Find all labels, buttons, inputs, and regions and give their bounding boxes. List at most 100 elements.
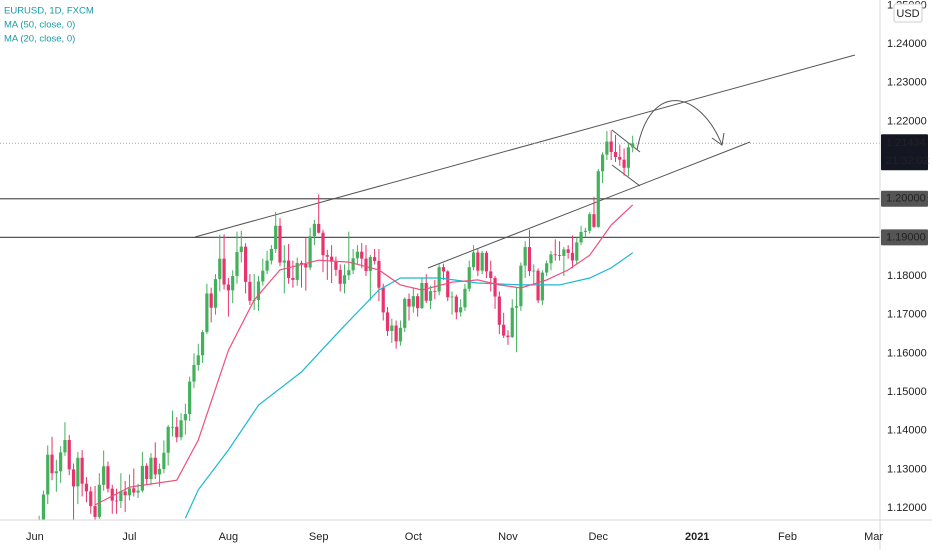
candle-body — [71, 469, 76, 487]
price-label-box — [881, 134, 928, 171]
x-tick-label: Mar — [864, 531, 883, 543]
candle-body — [325, 255, 329, 257]
candle-body — [54, 471, 58, 474]
x-tick-label: Jul — [122, 531, 136, 543]
candle-body — [502, 324, 506, 336]
candle-body — [308, 236, 312, 268]
candle-body — [613, 151, 618, 157]
candle-body — [480, 252, 484, 271]
candle-body — [63, 439, 67, 453]
candle-body — [600, 154, 605, 172]
candle-body — [532, 270, 536, 272]
candle-body — [484, 252, 489, 272]
x-tick-label: Sep — [309, 531, 329, 543]
candle-body — [377, 260, 381, 288]
candle-body — [235, 252, 239, 277]
candle-body — [433, 291, 437, 292]
candle-body — [441, 267, 446, 272]
candle-body — [145, 465, 149, 480]
candle-body — [626, 147, 630, 168]
candle-body — [209, 293, 213, 308]
candle-body — [106, 466, 110, 489]
y-tick-label: 1.15000 — [887, 386, 927, 398]
candle-body — [97, 484, 101, 517]
candle-body — [330, 256, 334, 262]
candle-body — [394, 325, 398, 342]
x-tick-label: Nov — [498, 531, 518, 543]
candle-body — [540, 272, 544, 301]
x-tick-label: 2021 — [685, 531, 709, 543]
candle-body — [364, 258, 368, 272]
candle-body — [127, 488, 132, 496]
candle-body — [274, 225, 278, 249]
candle-body — [183, 414, 187, 421]
y-tick-label: 1.23000 — [887, 77, 927, 89]
candle-body — [416, 296, 420, 309]
candle-body — [213, 279, 218, 308]
candle-body — [175, 426, 179, 438]
candle-body — [179, 420, 183, 438]
candle-body — [489, 271, 493, 278]
candle-body — [609, 141, 613, 152]
candle-body — [471, 252, 476, 268]
y-tick-label: 1.24000 — [887, 38, 927, 50]
candle-body — [338, 269, 342, 284]
candle-body — [459, 307, 463, 313]
candle-body — [317, 223, 321, 233]
candle-body — [188, 381, 192, 415]
candle-body — [510, 307, 514, 338]
candle-body — [102, 466, 106, 485]
candle-body — [368, 257, 372, 272]
candle-body — [514, 306, 519, 308]
candle-body — [381, 287, 385, 313]
candle-body — [527, 247, 532, 272]
candle-body — [334, 261, 338, 270]
candle-body — [557, 255, 562, 256]
plot-area — [0, 54, 880, 520]
candle-body — [553, 254, 557, 256]
legend-entry: MA (20, close, 0) — [4, 34, 75, 45]
candle-body — [304, 264, 308, 268]
candle-body — [261, 270, 265, 282]
x-tick-label: Dec — [588, 531, 608, 543]
x-tick-label: Feb — [778, 531, 797, 543]
candle-body — [536, 270, 540, 301]
flag-line — [611, 129, 641, 153]
candle-body — [385, 312, 390, 331]
y-tick-label: 1.18000 — [887, 270, 927, 282]
candle-body — [575, 242, 579, 261]
candle-body — [84, 483, 89, 492]
candle-body — [347, 270, 351, 276]
candle-body — [398, 327, 403, 342]
candle-body — [390, 325, 394, 331]
candle-body — [570, 252, 575, 261]
candle-body — [446, 271, 450, 298]
candle-body — [248, 281, 252, 301]
candle-body — [282, 260, 286, 263]
flag-line — [611, 164, 641, 187]
candle-body — [519, 265, 523, 307]
y-tick-label: 1.17000 — [887, 309, 927, 321]
candle-body — [256, 281, 261, 301]
candle-body — [140, 465, 144, 491]
candle-body — [312, 223, 317, 237]
candle-body — [407, 298, 411, 307]
candle-body — [596, 171, 600, 227]
candle-body — [265, 260, 269, 271]
candle-body — [545, 263, 549, 273]
candle-body — [523, 247, 527, 266]
candle-body — [360, 251, 364, 259]
moving-average — [184, 252, 634, 519]
candle-body — [424, 283, 428, 301]
candle-body — [467, 267, 471, 289]
chart-title: EURUSD, 1D, FXCM — [4, 6, 94, 17]
candle-body — [50, 454, 54, 474]
candle-body — [149, 457, 153, 480]
candle-body — [218, 258, 222, 280]
candle-body — [153, 457, 157, 475]
candle-body — [403, 298, 407, 328]
trendline — [427, 141, 751, 269]
level-label: 1.19000 — [886, 231, 926, 243]
legend-entry: MA (50, close, 0) — [4, 20, 75, 31]
candle-body — [291, 277, 295, 280]
